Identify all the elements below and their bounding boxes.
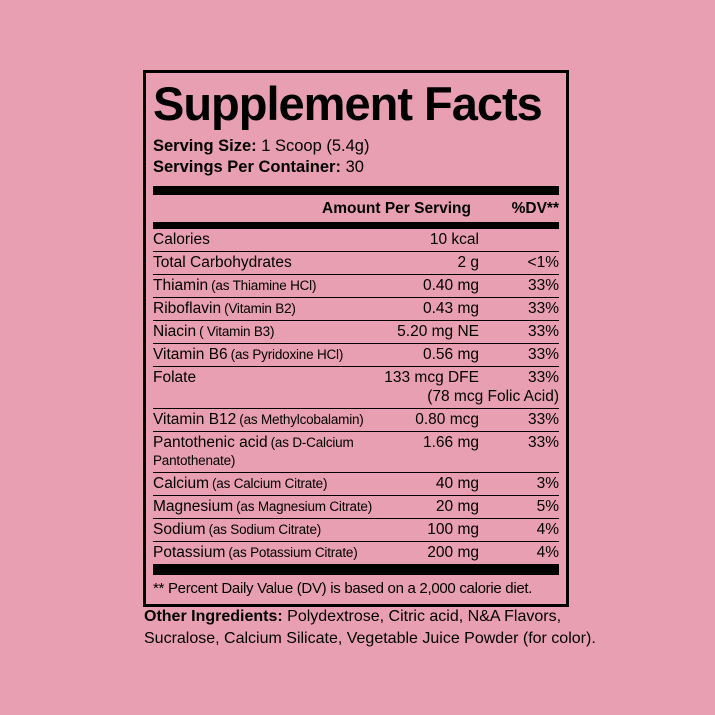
daily-value-footnote: ** Percent Daily Value (DV) is based on … <box>153 579 533 597</box>
nutrient-amount: 0.43 mg <box>422 299 479 317</box>
divider-thick-top <box>153 185 559 195</box>
nutrient-row-thiamin: Thiamin (as Thiamine HCl) 0.40 mg 33% <box>153 275 559 298</box>
divider-header-bottom <box>153 221 559 229</box>
nutrient-table: Calories 10 kcal Total Carbohydrates 2 g… <box>153 229 559 565</box>
nutrient-amount: 1.66 mg <box>422 433 479 451</box>
nutrient-detail: (as D-Calcium Pantothenate) <box>153 434 354 468</box>
nutrient-detail: (as Sodium Citrate) <box>208 521 322 537</box>
nutrient-name: Calories <box>153 230 210 248</box>
other-ingredients-line1: Polydextrose, Citric acid, N&A Flavors, <box>287 608 562 625</box>
divider-footnote <box>153 564 559 575</box>
nutrient-row-vitamin-b6: Vitamin B6 (as Pyridoxine HCl) 0.56 mg 33… <box>153 344 559 367</box>
nutrient-row-total-carbohydrates: Total Carbohydrates 2 g <1% <box>153 252 559 275</box>
nutrient-dv: 33% <box>527 276 559 294</box>
nutrient-name: Potassium <box>153 543 226 561</box>
nutrient-row-niacin: Niacin( Vitamin B3) 5.20 mg NE 33% <box>153 321 559 344</box>
nutrient-amount: 10 kcal <box>429 230 479 248</box>
nutrient-amount: 0.40 mg <box>422 276 479 294</box>
nutrient-dv: 33% <box>527 368 559 386</box>
nutrient-dv: <1% <box>527 253 559 271</box>
nutrient-name: Vitamin B12 <box>153 410 237 428</box>
nutrient-row-sodium: Sodium (as Sodium Citrate) 100 mg 4% <box>153 519 559 542</box>
supplement-facts-panel: Supplement Facts Serving Size: 1 Scoop (… <box>143 70 569 607</box>
nutrient-dv: 33% <box>527 433 559 451</box>
nutrient-amount: 40 mg <box>435 474 479 492</box>
nutrient-amount-second-line: (78 mcg Folic Acid) <box>427 387 559 405</box>
nutrient-name: Pantothenic acid <box>153 433 268 451</box>
nutrient-detail: (as Pyridoxine HCl) <box>230 346 344 362</box>
nutrient-amount: 0.56 mg <box>422 345 479 363</box>
nutrient-row-pantothenic-acid: Pantothenic acid (as D-Calcium Pantothena… <box>153 432 559 473</box>
nutrient-row-magnesium: Magnesium (as Magnesium Citrate) 20 mg 5% <box>153 496 559 519</box>
nutrient-dv: 5% <box>536 497 559 515</box>
nutrient-detail: ( Vitamin B3) <box>199 323 275 339</box>
nutrient-amount: 5.20 mg NE <box>397 322 479 340</box>
nutrient-dv: 3% <box>536 474 559 492</box>
nutrient-dv: 4% <box>536 543 559 561</box>
nutrient-row-calcium: Calcium (as Calcium Citrate) 40 mg 3% <box>153 473 559 496</box>
percent-dv-header: %DV** <box>511 199 559 217</box>
nutrient-dv: 33% <box>527 322 559 340</box>
nutrient-name: Total Carbohydrates <box>153 253 292 271</box>
nutrient-dv: 4% <box>536 520 559 538</box>
nutrient-name: Magnesium <box>153 497 234 515</box>
nutrient-detail: (as Potassium Citrate) <box>228 544 358 560</box>
nutrient-name: Folate <box>153 368 197 386</box>
serving-size-label: Serving Size: <box>153 136 257 155</box>
nutrient-name: Niacin <box>153 322 197 340</box>
nutrient-name: Riboflavin <box>153 299 222 317</box>
servings-per-container-line: Servings Per Container: 30 <box>153 157 559 179</box>
nutrient-amount: 0.80 mcg <box>415 410 479 428</box>
nutrient-detail: (as Methylcobalamin) <box>239 411 364 427</box>
serving-size-line: Serving Size: 1 Scoop (5.4g) <box>153 136 559 158</box>
nutrient-row-calories: Calories 10 kcal <box>153 229 559 252</box>
other-ingredients-label: Other Ingredients: <box>144 608 283 625</box>
nutrient-row-folate: Folate 133 mcg DFE 33% (78 mcg Folic Aci… <box>153 367 559 409</box>
supplement-facts-title: Supplement Facts <box>153 77 543 130</box>
nutrient-detail: (as Magnesium Citrate) <box>236 498 373 514</box>
other-ingredients-section: Other Ingredients: Polydextrose, Citric … <box>144 606 614 650</box>
amount-per-serving-header: Amount Per Serving <box>322 199 471 217</box>
nutrient-detail: (Vitamin B2) <box>224 300 296 316</box>
nutrient-amount: 2 g <box>457 253 479 271</box>
nutrient-dv: 33% <box>527 345 559 363</box>
other-ingredients-line2: Sucralose, Calcium Silicate, Vegetable J… <box>144 630 596 647</box>
nutrient-detail: (as Thiamine HCl) <box>211 277 317 293</box>
nutrient-dv: 33% <box>527 299 559 317</box>
serving-size-value: 1 Scoop (5.4g) <box>261 136 370 155</box>
nutrient-amount: 100 mg <box>427 520 479 538</box>
servings-per-container-value: 30 <box>345 158 364 177</box>
table-header-row: Amount Per Serving %DV** <box>153 195 559 222</box>
nutrient-name: Vitamin B6 <box>153 345 228 363</box>
nutrient-row-riboflavin: Riboflavin (Vitamin B2) 0.43 mg 33% <box>153 298 559 321</box>
nutrient-name: Calcium <box>153 474 209 492</box>
nutrient-detail: (as Calcium Citrate) <box>211 475 328 491</box>
nutrient-row-vitamin-b12: Vitamin B12 (as Methylcobalamin) 0.80 mcg… <box>153 409 559 432</box>
nutrient-dv: 33% <box>527 410 559 428</box>
nutrient-amount: 133 mcg DFE <box>384 368 479 386</box>
nutrient-amount: 200 mg <box>427 543 479 561</box>
nutrient-amount: 20 mg <box>435 497 479 515</box>
servings-per-container-label: Servings Per Container: <box>153 158 341 177</box>
nutrient-name: Thiamin <box>153 276 209 294</box>
nutrient-row-potassium: Potassium (as Potassium Citrate) 200 mg 4… <box>153 542 559 565</box>
nutrient-name: Sodium <box>153 520 206 538</box>
